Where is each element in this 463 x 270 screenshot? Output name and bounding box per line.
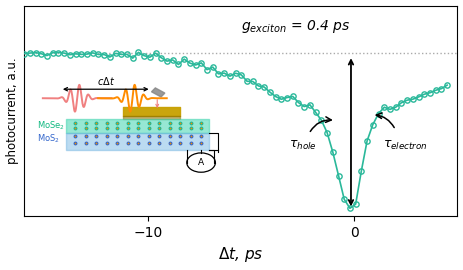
Text: $g_{exciton}$ = 0.4 ps: $g_{exciton}$ = 0.4 ps <box>241 18 350 35</box>
X-axis label: $\Delta t$, ps: $\Delta t$, ps <box>218 245 263 264</box>
Y-axis label: photocurrent, a.u.: photocurrent, a.u. <box>6 58 19 164</box>
Text: $\tau_{hole}$: $\tau_{hole}$ <box>289 139 317 152</box>
Text: $\tau_{electron}$: $\tau_{electron}$ <box>383 139 428 152</box>
